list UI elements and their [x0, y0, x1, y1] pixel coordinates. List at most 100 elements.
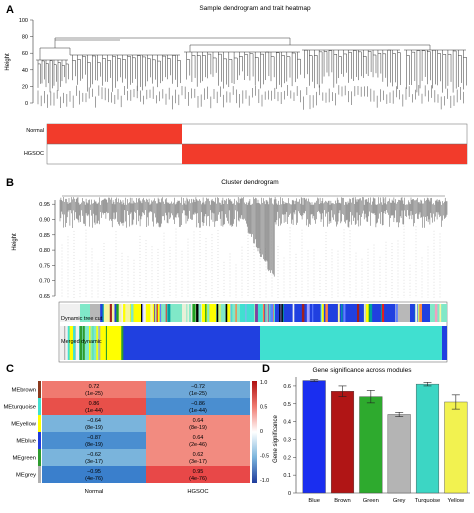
- module-row-label: MEgrey: [16, 473, 36, 479]
- heatmap-cell: [146, 398, 250, 415]
- chart-category-label: Grey: [393, 498, 406, 504]
- bar-yellow: [444, 401, 468, 494]
- chart-category-label: Brown: [334, 498, 350, 504]
- cell-correlation: −0.95: [87, 469, 101, 475]
- error-bar-brown: [338, 385, 347, 397]
- chart-ytick-label: 0.1: [283, 473, 291, 479]
- cell-pvalue: (3e-17): [85, 459, 103, 465]
- panel-b-ylabel: Height: [12, 233, 18, 251]
- cell-correlation: −0.62: [87, 452, 101, 458]
- cell-correlation: 0.64: [193, 418, 204, 424]
- chart-ytick-label: 0.2: [283, 455, 291, 461]
- cell-correlation: 0.64: [193, 435, 204, 441]
- error-bar-yellow: [451, 394, 460, 410]
- chart-title: Gene significance across modules: [313, 367, 413, 374]
- cell-pvalue: (8e-19): [85, 425, 103, 431]
- cell-correlation: 0.72: [89, 384, 100, 390]
- panel-a-ytick: 100: [19, 18, 28, 24]
- module-color-swatch: [38, 381, 41, 398]
- module-row-label: MEblue: [16, 439, 36, 445]
- cell-correlation: −0.86: [191, 401, 205, 407]
- row-label-dynamic: Dynamic tree cut: [61, 316, 103, 322]
- trait-label-hgsoc: HGSOC: [24, 151, 44, 157]
- row-label-merged: Merged dynamic: [61, 339, 102, 345]
- cell-correlation: −0.64: [87, 418, 101, 424]
- panel-a-ytick: 60: [22, 51, 28, 57]
- cell-correlation: −0.72: [191, 384, 205, 390]
- panel-b-title: Cluster dendrogram: [221, 179, 278, 186]
- module-trait-heatmap: MEbrown0.72(1e-25)−0.72(1e-25)MEturquois…: [3, 381, 250, 495]
- bar-turquoise: [415, 383, 440, 494]
- heatmap-cell: [146, 415, 250, 432]
- chart-ytick-label: 0: [288, 491, 291, 497]
- heatmap-cell: [42, 381, 146, 398]
- bar-brown: [330, 391, 355, 494]
- heatmap-col-label: HGSOC: [187, 489, 208, 495]
- cell-pvalue: (3e-17): [189, 459, 207, 465]
- module-row-label: MEyellow: [11, 422, 37, 428]
- trait-hgsoc-bar: [182, 144, 467, 164]
- color-scale-bar: [252, 381, 257, 483]
- color-scale-tick: 1.0: [260, 380, 267, 386]
- panel-b: B Cluster dendrogram Height 0.65 0.70 0.75…: [6, 177, 448, 363]
- correlation-color-scale: 1.0 0.5 0 -0.5 -1.0: [252, 380, 269, 484]
- color-scale-tick: 0: [260, 429, 263, 435]
- cell-pvalue: (4e-76): [85, 476, 103, 482]
- panel-b-ytick: 0.65: [39, 294, 50, 300]
- panel-a-title: Sample dendrogram and trait heatmap: [199, 5, 311, 12]
- heatmap-col-label: Normal: [85, 489, 104, 495]
- panel-b-ytick: 0.85: [39, 233, 50, 239]
- module-row-label: MEbrown: [12, 388, 36, 394]
- heatmap-cell: [42, 449, 146, 466]
- cell-pvalue: (2e-46): [189, 442, 207, 448]
- cell-correlation: 0.95: [193, 469, 204, 475]
- trait-label-normal: Normal: [26, 128, 44, 134]
- panel-a: A Sample dendrogram and trait heatmap He…: [5, 4, 468, 165]
- chart-ytick-label: 0.5: [283, 402, 291, 408]
- cell-pvalue: (8e-19): [189, 425, 207, 431]
- panel-a-ytick: 0: [25, 101, 28, 107]
- chart-ylabel: Gene significance: [273, 414, 279, 462]
- cell-pvalue: (8e-19): [85, 442, 103, 448]
- heatmap-cell: [42, 432, 146, 449]
- sample-dendrogram: [36, 37, 467, 93]
- gene-cluster-dendrogram: [59, 195, 448, 277]
- panel-a-ytick: 20: [22, 84, 28, 90]
- chart-category-label: Turquoise: [415, 498, 441, 504]
- heatmap-cell: [42, 466, 146, 483]
- heatmap-cell: [146, 466, 250, 483]
- cell-correlation: 0.86: [89, 401, 100, 407]
- bar-blue: [302, 380, 326, 494]
- panel-d: D Gene significance across modules Gene …: [262, 363, 470, 504]
- module-color-swatch: [38, 466, 41, 483]
- dendrogram-drop-lines: [61, 225, 441, 298]
- panel-b-ytick: 0.75: [39, 263, 50, 269]
- module-row-label: MEturquoise: [3, 405, 36, 411]
- panel-b-ytick: 0.80: [39, 248, 50, 254]
- error-bar-turquoise: [423, 382, 432, 387]
- panel-a-letter: A: [6, 4, 14, 16]
- heatmap-cell: [146, 449, 250, 466]
- chart-category-label: Green: [363, 498, 379, 504]
- panel-b-ytick: 0.70: [39, 279, 50, 285]
- panel-a-ytick: 40: [22, 68, 28, 74]
- cell-correlation: 0.62: [193, 452, 204, 458]
- cell-pvalue: (4e-76): [189, 476, 207, 482]
- color-scale-tick: 0.5: [260, 405, 267, 411]
- cell-correlation: −0.87: [87, 435, 101, 441]
- color-scale-tick: -0.5: [260, 454, 269, 460]
- module-color-swatch: [38, 398, 41, 415]
- color-scale-tick: -1.0: [260, 478, 269, 484]
- error-bar-blue: [310, 379, 319, 382]
- module-color-swatch: [38, 415, 41, 432]
- bar-grey: [387, 414, 411, 494]
- chart-ytick-label: 0.6: [283, 384, 291, 390]
- bar-green: [359, 396, 383, 494]
- chart-axes: 0 0.1 0.2 0.3 0.4 0.5 0.6 Blue Brown Green Grey Tur…: [283, 377, 470, 504]
- panel-b-ytick: 0.90: [39, 218, 50, 224]
- cell-pvalue: (1e-44): [85, 408, 103, 414]
- merged-dynamic-bar: [60, 326, 447, 360]
- panel-c-letter: C: [6, 363, 14, 375]
- cell-pvalue: (1e-25): [189, 391, 207, 397]
